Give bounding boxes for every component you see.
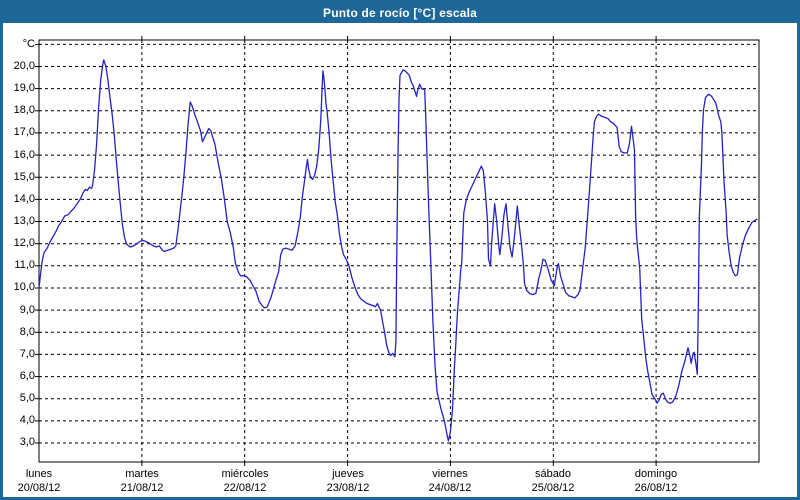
y-tick-label: 14,0	[13, 193, 35, 205]
x-day-name: martes	[125, 468, 159, 480]
dewpoint-series-line	[38, 59, 758, 442]
x-day-label: viernes 24/08/12	[399, 467, 501, 495]
x-day-date: 24/08/12	[428, 482, 472, 494]
y-tick-label: 5,0	[19, 392, 35, 404]
y-tick-label: 19,0	[13, 82, 35, 94]
x-day-name: miércoles	[221, 468, 269, 480]
y-tick-label: 7,0	[19, 348, 35, 360]
y-tick-label: 15,0	[13, 171, 35, 183]
x-day-date: 23/08/12	[326, 482, 370, 494]
chart-area: °C 20,0 19,0 18,0 17,0 16,0 15,0 14,0 13,0 12,0 11…	[3, 23, 797, 497]
plot-border	[38, 39, 760, 463]
x-day-date: 22/08/12	[223, 482, 267, 494]
x-day-label: jueves 23/08/12	[297, 467, 399, 495]
x-day-label: miércoles 22/08/12	[194, 467, 296, 495]
x-day-label: domingo 26/08/12	[605, 467, 707, 495]
y-tick-label: 6,0	[19, 370, 35, 382]
y-tick-label: 18,0	[13, 104, 35, 116]
x-day-label: lunes 20/08/12	[3, 467, 90, 495]
y-tick-label: 4,0	[19, 414, 35, 426]
plot-canvas	[35, 36, 760, 466]
y-tick-label: 9,0	[19, 304, 35, 316]
x-day-date: 20/08/12	[17, 482, 61, 494]
y-tick-label: 16,0	[13, 149, 35, 161]
y-tick-label: 10,0	[13, 281, 35, 293]
x-day-label: martes 21/08/12	[91, 467, 193, 495]
x-day-label: sábado 25/08/12	[502, 467, 604, 495]
x-day-name: lunes	[25, 468, 53, 480]
x-day-name: jueves	[332, 468, 364, 480]
x-day-name: viernes	[432, 468, 468, 480]
title-bar: Punto de rocío [°C] escala	[3, 3, 797, 23]
chart-title: Punto de rocío [°C] escala	[322, 6, 478, 20]
x-day-name: sábado	[534, 468, 572, 480]
y-tick-label: 17,0	[13, 126, 35, 138]
y-axis-unit-label: °C	[22, 38, 35, 50]
x-day-date: 26/08/12	[634, 482, 678, 494]
y-tick-label: 12,0	[13, 237, 35, 249]
x-day-name: domingo	[634, 468, 678, 480]
y-tick-label: 13,0	[13, 215, 35, 227]
x-day-date: 21/08/12	[120, 482, 164, 494]
x-day-date: 25/08/12	[531, 482, 575, 494]
y-tick-label: 8,0	[19, 326, 35, 338]
y-tick-label: 20,0	[13, 60, 35, 72]
y-tick-label: 3,0	[19, 436, 35, 448]
y-tick-label: 11,0	[14, 259, 35, 271]
